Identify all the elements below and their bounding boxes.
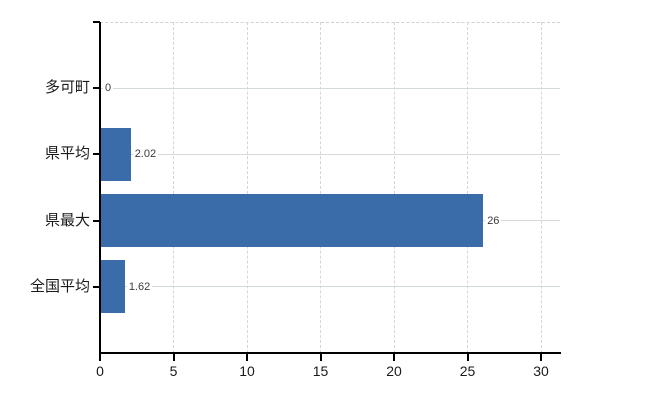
bar-value-label: 2.02 <box>132 146 159 163</box>
category-label: 全国平均 <box>29 277 90 295</box>
x-tick-label: 30 <box>533 363 549 379</box>
x-tick-label: 0 <box>96 363 104 379</box>
bar-value-label: 0 <box>103 80 114 97</box>
y-axis-top-tick <box>93 21 100 23</box>
vertical-gridline <box>540 22 542 353</box>
bar-value-label: 26 <box>485 212 502 229</box>
x-tick-label: 20 <box>386 363 402 379</box>
category-label: 県最大 <box>44 211 90 229</box>
vertical-gridline <box>393 22 395 353</box>
x-tick <box>172 354 175 361</box>
y-axis-line <box>99 22 101 354</box>
category-label: 県平均 <box>44 145 90 163</box>
bar <box>101 260 125 314</box>
category-tick <box>93 285 100 288</box>
x-tick <box>99 354 101 361</box>
bar <box>101 127 131 181</box>
x-tick <box>246 354 248 361</box>
category-tick <box>93 153 100 156</box>
vertical-gridline <box>246 22 248 353</box>
x-tick <box>540 354 542 361</box>
x-tick-label: 15 <box>312 363 329 379</box>
horizontal-gridline <box>100 87 560 89</box>
x-axis-line <box>99 352 561 354</box>
category-label: 多可町 <box>44 79 90 97</box>
x-tick-label: 25 <box>459 363 476 379</box>
bar-value-label: 1.62 <box>126 278 153 295</box>
plot-top-border <box>100 22 560 23</box>
x-tick <box>466 354 469 361</box>
vertical-gridline <box>320 22 321 353</box>
x-tick-label: 5 <box>169 363 178 379</box>
horizontal-gridline <box>100 286 560 288</box>
horizontal-gridline <box>100 153 560 155</box>
bar <box>101 194 484 248</box>
vertical-gridline <box>173 22 174 353</box>
category-tick <box>93 219 100 222</box>
x-tick-label: 10 <box>239 363 255 379</box>
category-tick <box>93 87 100 90</box>
x-tick <box>393 354 395 361</box>
vertical-gridline <box>467 22 468 353</box>
x-tick <box>319 354 322 361</box>
